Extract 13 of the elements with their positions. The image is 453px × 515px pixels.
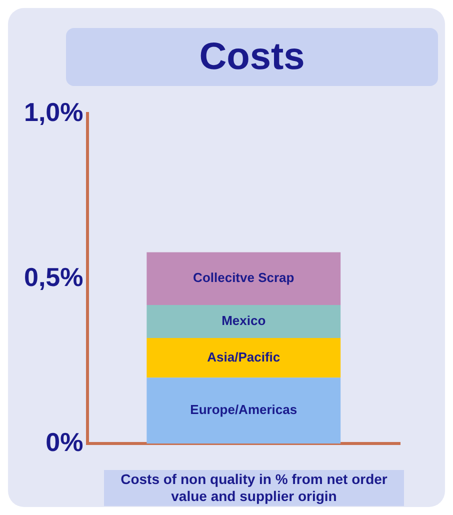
bar (146, 252, 341, 305)
bar (146, 305, 341, 338)
chart-title: Costs (66, 28, 438, 86)
series-label: Mexico (222, 313, 266, 328)
bar (146, 338, 341, 378)
bar (146, 378, 341, 444)
series-label: Europe/Americas (190, 402, 298, 418)
series-label: Asia/Pacific (207, 349, 280, 364)
series-label: Collecitve Scrap (193, 270, 294, 286)
y-tick-label: 0,5% (24, 262, 84, 292)
x-axis-title: Costs of non quality in % from net order value and supplier origin (104, 470, 404, 506)
y-tick-label: 0% (46, 426, 84, 457)
y-tick-label: 1,0% (24, 96, 84, 127)
